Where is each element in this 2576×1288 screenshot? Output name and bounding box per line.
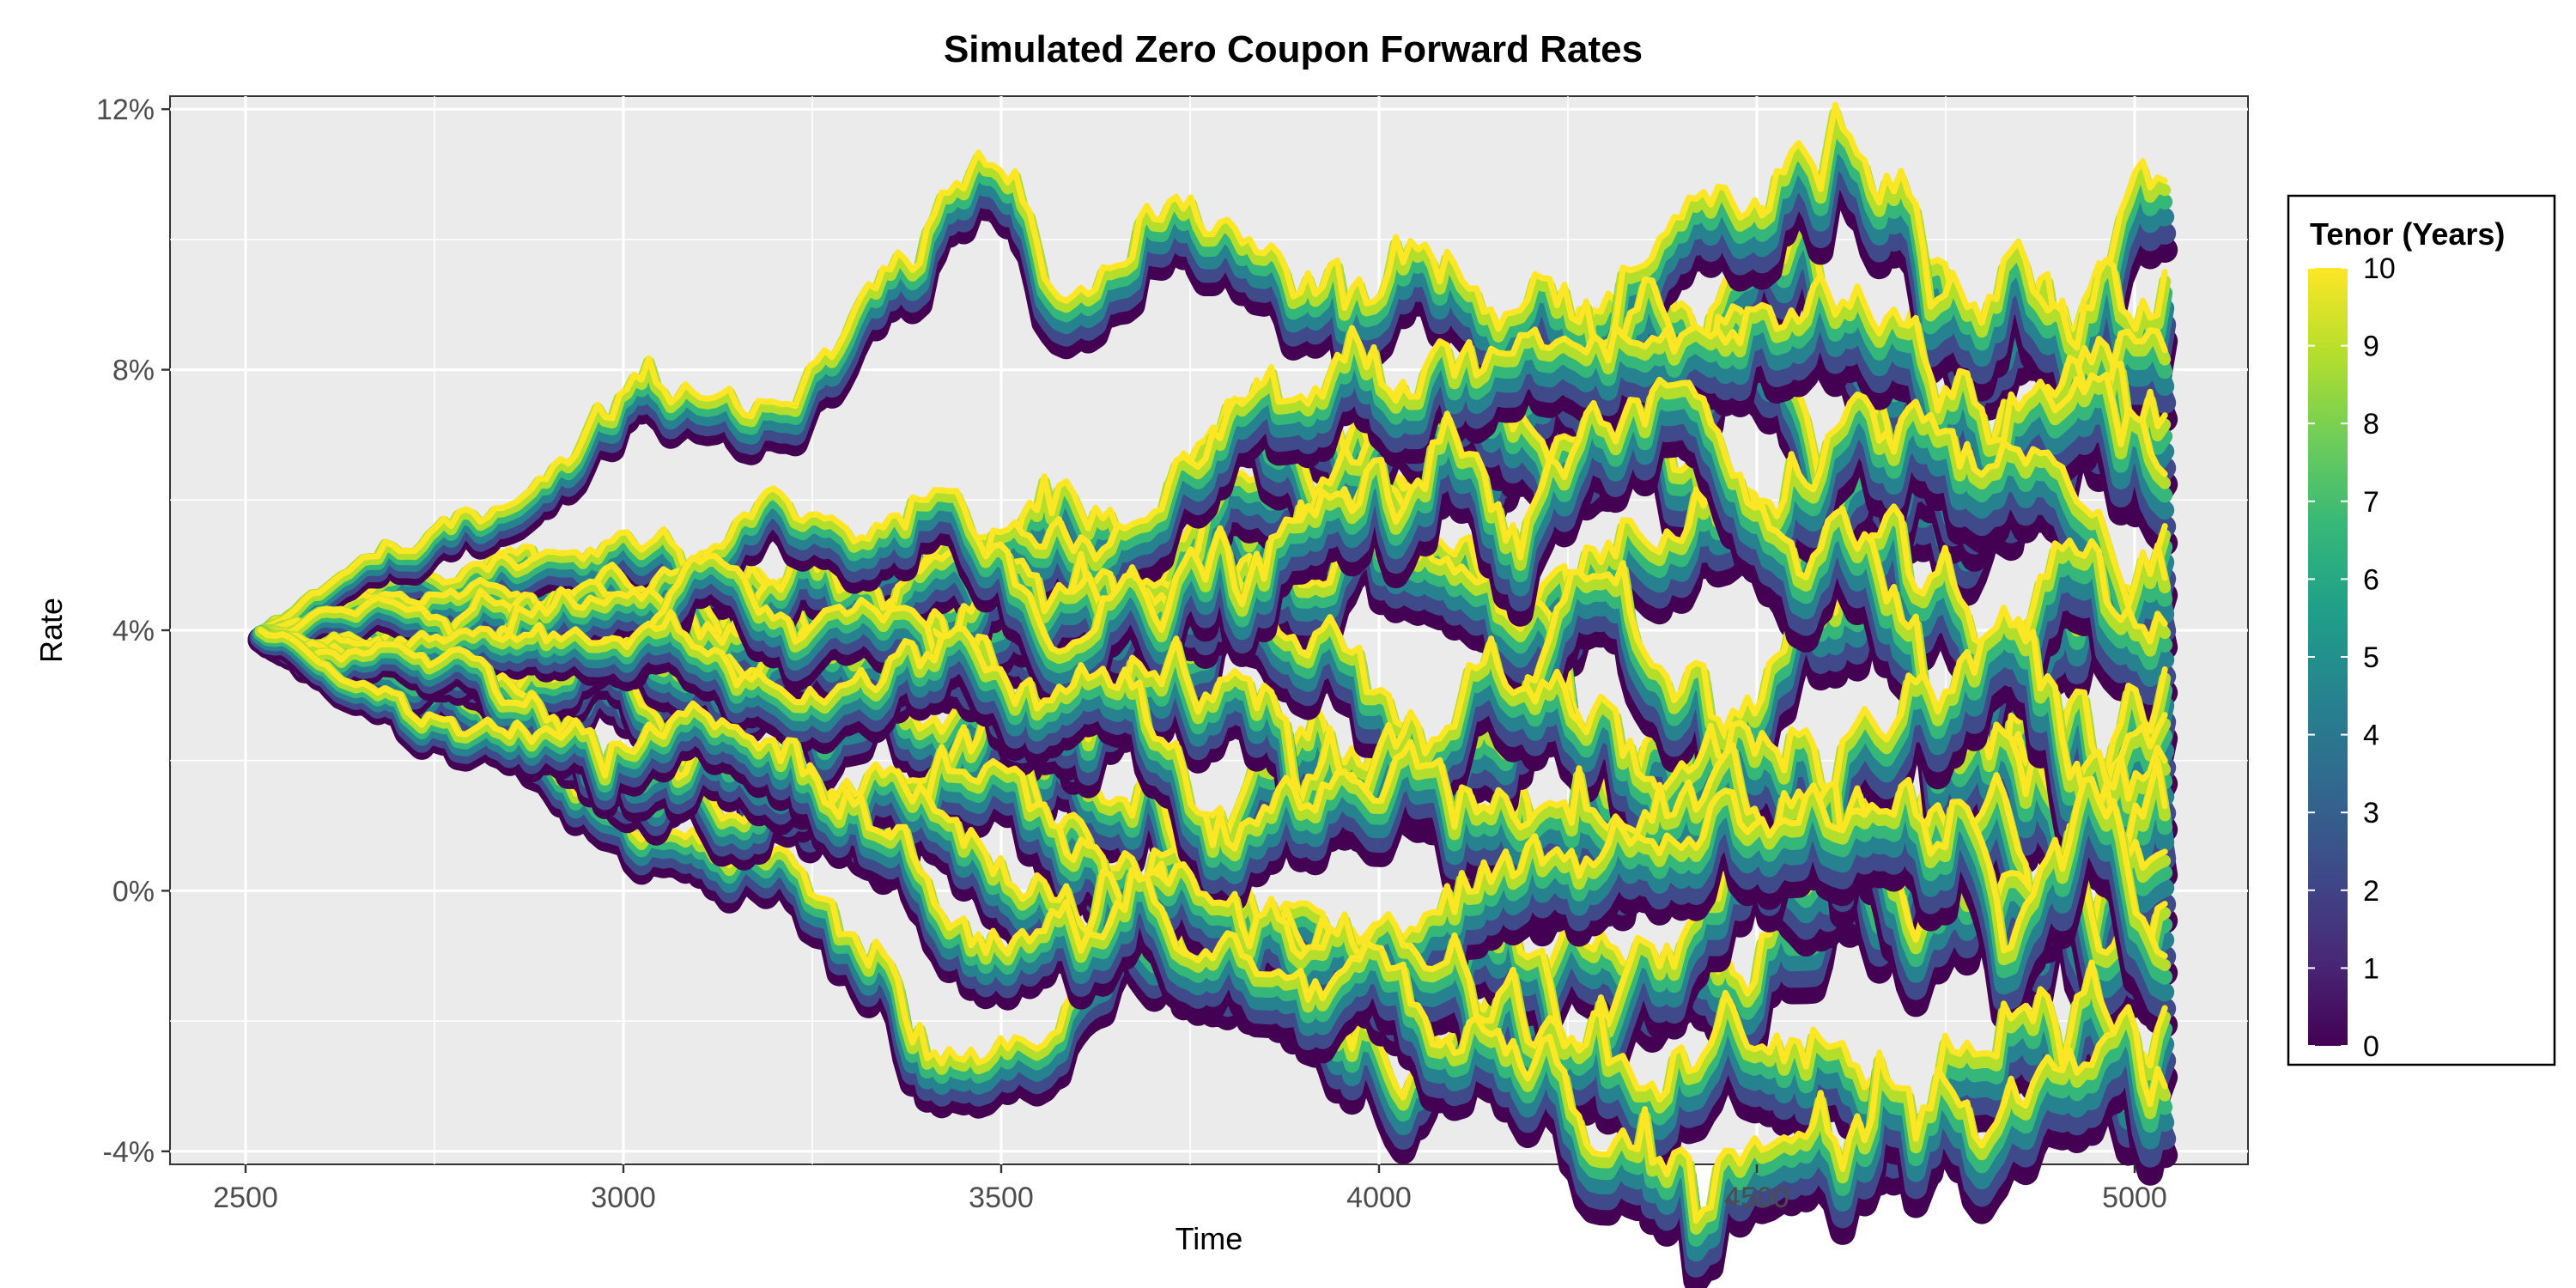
- y-tick-label: 12%: [96, 94, 155, 126]
- y-axis: -4% 0% 4% 8% 12%: [96, 94, 170, 1169]
- forward-rate-path-band: [258, 627, 2168, 1224]
- legend-tick-label: 10: [2363, 252, 2396, 285]
- legend-tick-label: 8: [2363, 408, 2379, 440]
- y-tick-label: -4%: [103, 1136, 155, 1169]
- y-axis-title: Rate: [33, 598, 69, 663]
- legend-tick-label: 5: [2363, 641, 2379, 674]
- chart-title: Simulated Zero Coupon Forward Rates: [944, 28, 1643, 70]
- forward-rate-paths: [247, 101, 2178, 1288]
- legend-tick-label: 9: [2363, 331, 2379, 363]
- legend-tick-label: 0: [2363, 1030, 2379, 1063]
- legend: Tenor (Years) 0 1 2 3 4 5 6 7 8 9 10: [2287, 194, 2556, 1066]
- y-tick-label: 0%: [112, 875, 155, 908]
- y-tick-label: 4%: [112, 615, 155, 647]
- legend-tick-label: 4: [2363, 720, 2379, 752]
- legend-tick-label: 7: [2363, 486, 2379, 519]
- x-tick-label: 4000: [1346, 1182, 1412, 1214]
- plot-area: [169, 95, 2249, 1288]
- x-tick-label: 4500: [1724, 1182, 1789, 1214]
- y-tick-label: 8%: [112, 355, 155, 387]
- x-tick-label: 5000: [2102, 1182, 2167, 1214]
- legend-tick-label: 2: [2363, 875, 2379, 908]
- x-tick-label: 3000: [591, 1182, 656, 1214]
- legend-ticks: 0 1 2 3 4 5 6 7 8 9 10: [2308, 252, 2396, 1063]
- x-tick-label: 3500: [969, 1182, 1034, 1214]
- x-axis: 2500 3000 3500 4000 4500 5000: [213, 1164, 2167, 1214]
- legend-tick-label: 3: [2363, 797, 2379, 829]
- forward-rate-path-band: [258, 376, 2168, 835]
- legend-tick-label: 6: [2363, 563, 2379, 596]
- x-axis-title: Time: [1176, 1221, 1243, 1256]
- x-tick-label: 2500: [213, 1182, 278, 1214]
- legend-tick-label: 1: [2363, 952, 2379, 985]
- legend-title: Tenor (Years): [2310, 216, 2505, 252]
